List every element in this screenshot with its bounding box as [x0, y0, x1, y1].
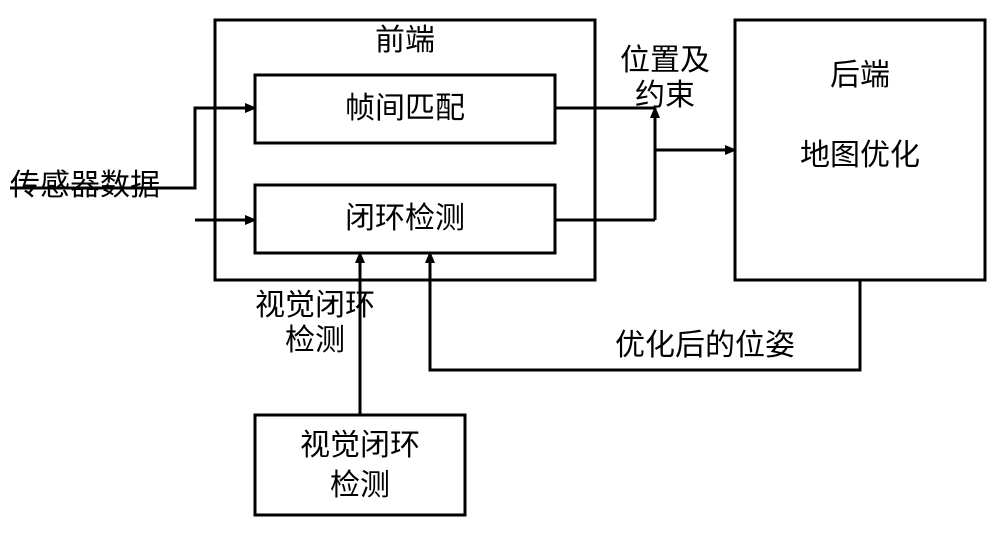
visual-loop-label-1: 视觉闭环	[300, 429, 420, 462]
sensor-data-label: 传感器数据	[10, 169, 160, 202]
pos-constraint-label-1: 位置及	[620, 44, 710, 77]
visual-detect-label-2: 检测	[285, 324, 345, 357]
backend-title: 后端	[830, 59, 890, 92]
optimized-pose-label: 优化后的位姿	[615, 329, 795, 362]
visual-detect-label-1: 视觉闭环	[255, 289, 375, 322]
backend-subtitle: 地图优化	[800, 139, 920, 172]
frontend-title: 前端	[375, 24, 435, 57]
loop-detect-label: 闭环检测	[345, 202, 465, 235]
frame-match-label: 帧间匹配	[345, 92, 465, 125]
visual-loop-label-2: 检测	[330, 469, 390, 502]
